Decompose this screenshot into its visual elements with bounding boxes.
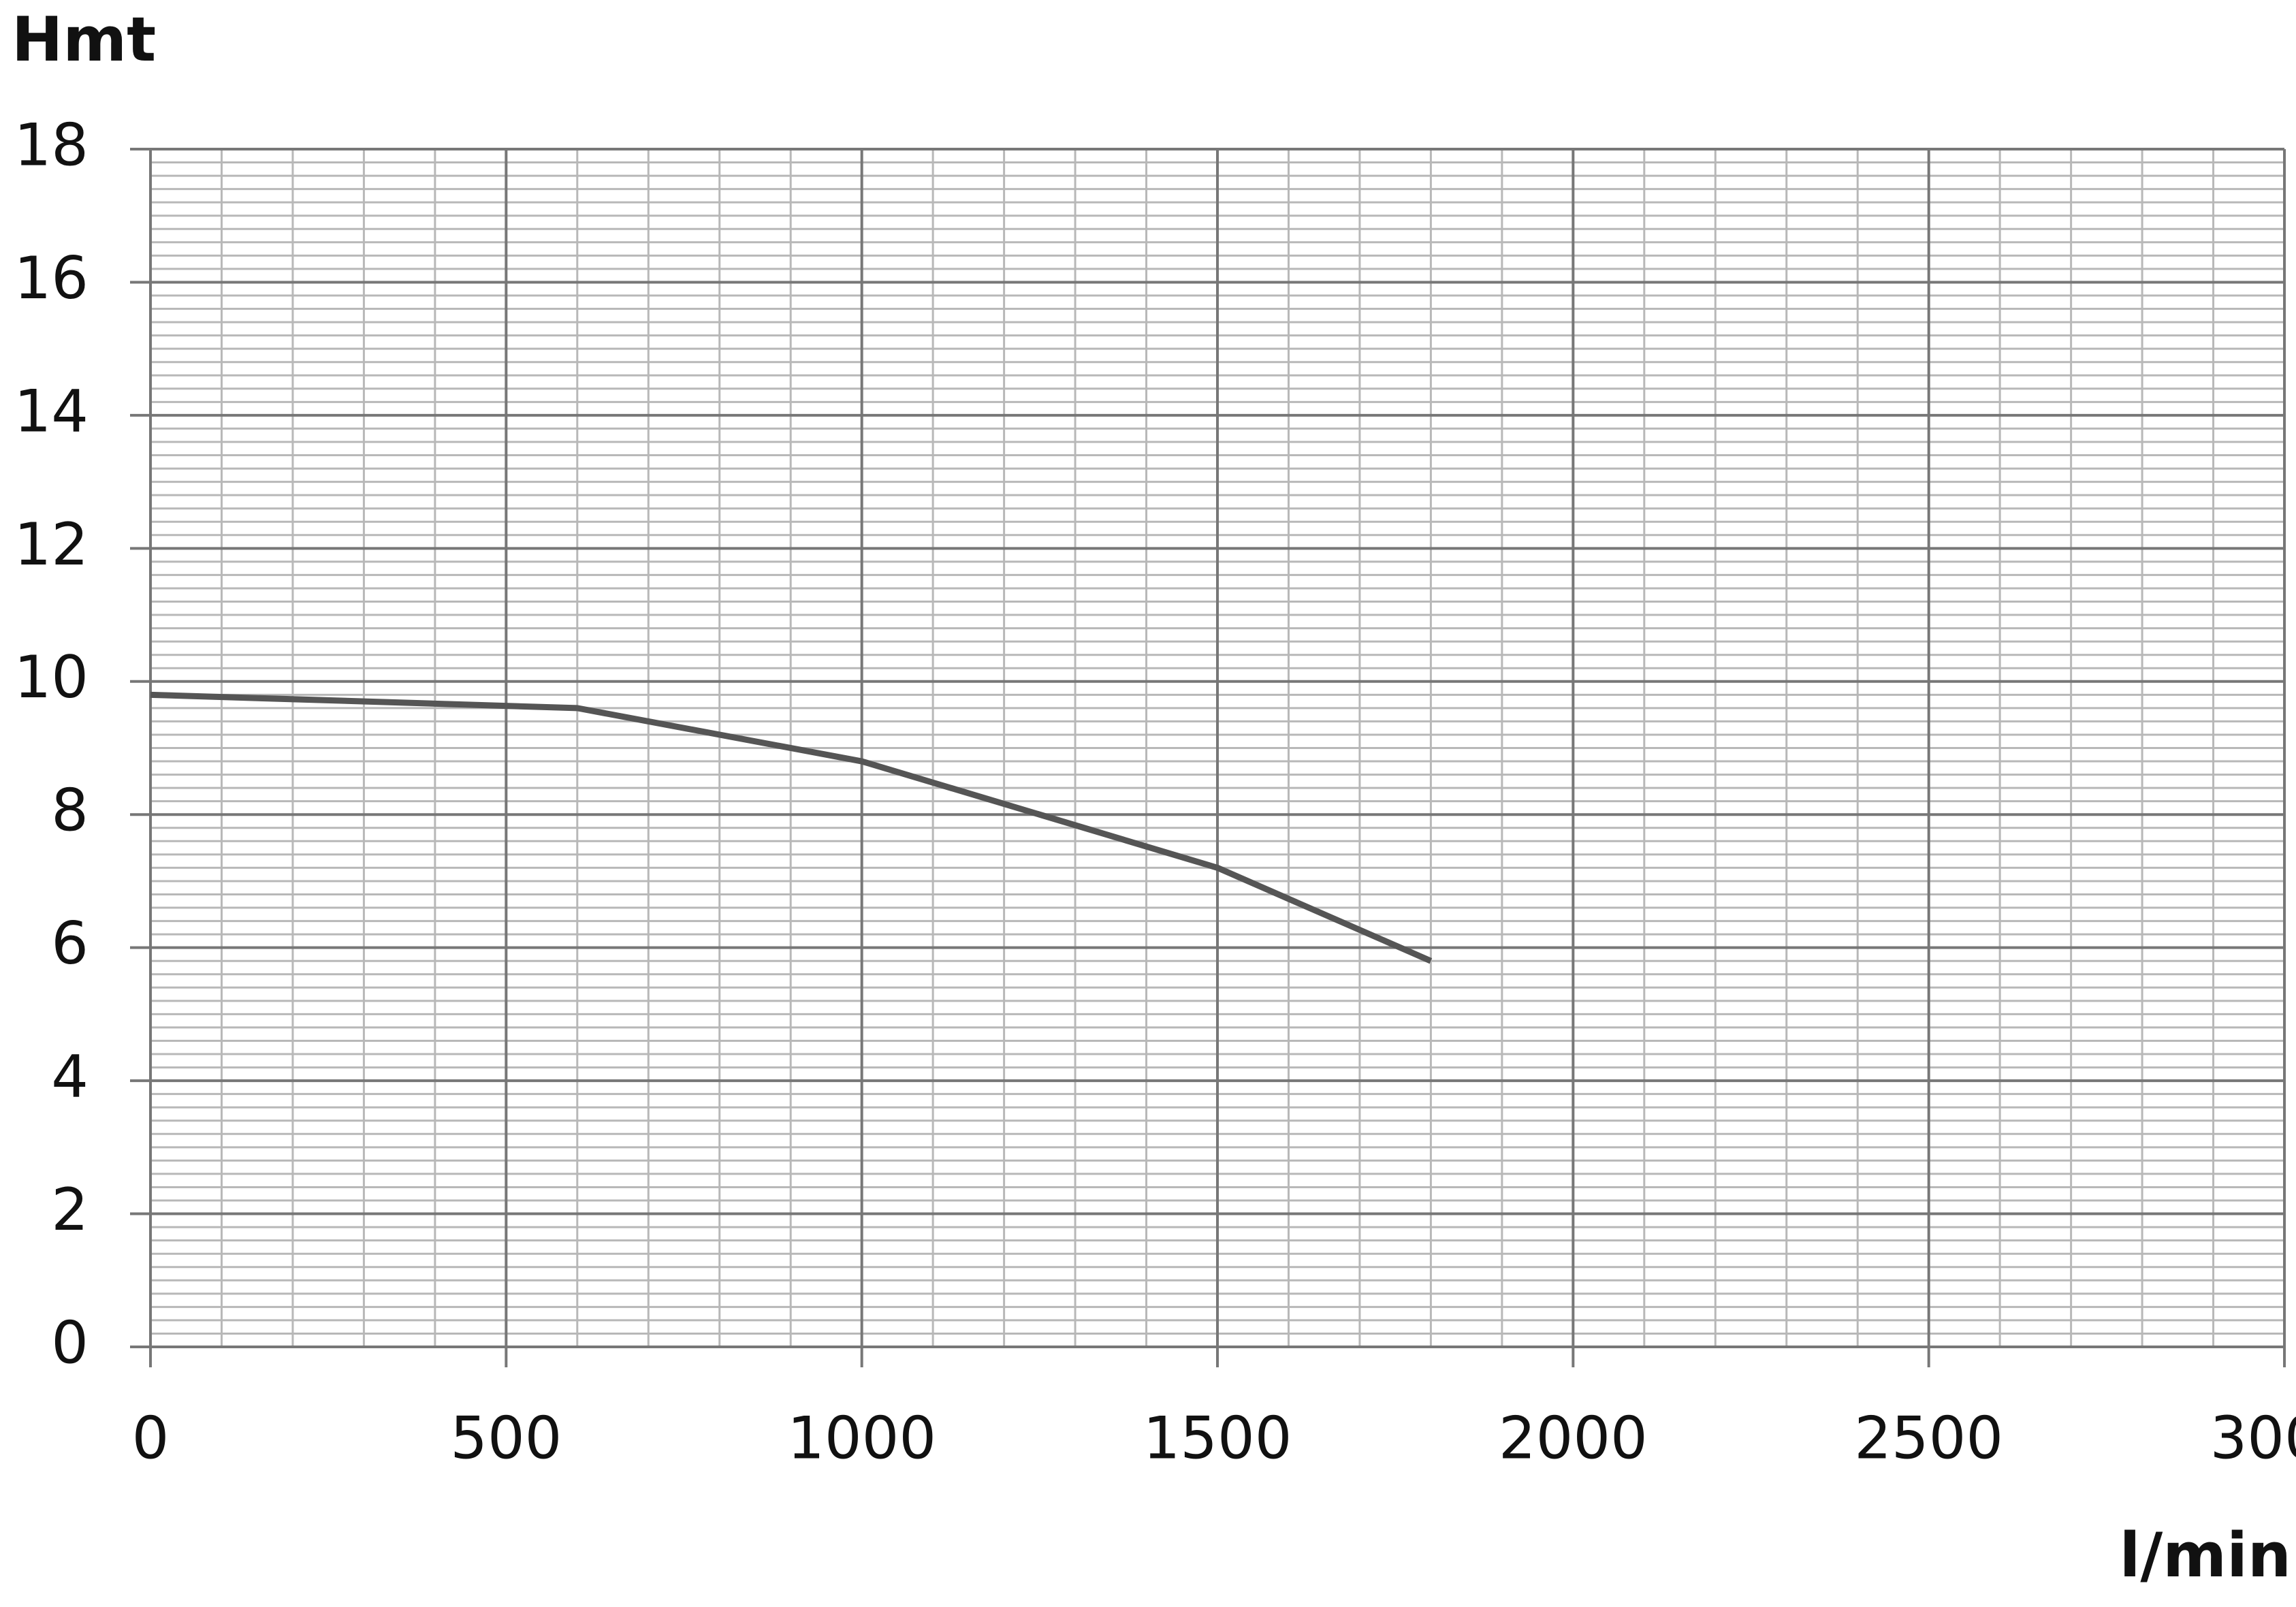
y-tick-label: 6	[51, 910, 89, 978]
x-tick-label: 0	[132, 1404, 170, 1472]
y-tick-label: 8	[51, 777, 89, 845]
data-line	[150, 691, 1433, 964]
y-tick-label: 18	[14, 111, 89, 179]
x-tick-label: 2500	[1854, 1404, 2003, 1472]
x-axis-title: l/min	[2120, 1520, 2291, 1591]
x-tick-label: 1000	[787, 1404, 936, 1472]
y-axis-title: Hmt	[12, 4, 156, 76]
y-tick-label: 4	[51, 1043, 89, 1111]
y-tick-label: 2	[51, 1176, 89, 1244]
x-tick-label: 500	[450, 1404, 562, 1472]
y-tick-label: 10	[14, 643, 89, 712]
y-tick-label: 12	[14, 511, 89, 579]
y-tick-label: 16	[14, 244, 89, 313]
x-tick-label: 2000	[1499, 1404, 1648, 1472]
x-tick-label: 3000	[2210, 1404, 2296, 1472]
y-tick-label: 14	[14, 377, 89, 445]
x-tick-label: 1500	[1143, 1404, 1292, 1472]
y-tick-label: 0	[51, 1309, 89, 1377]
